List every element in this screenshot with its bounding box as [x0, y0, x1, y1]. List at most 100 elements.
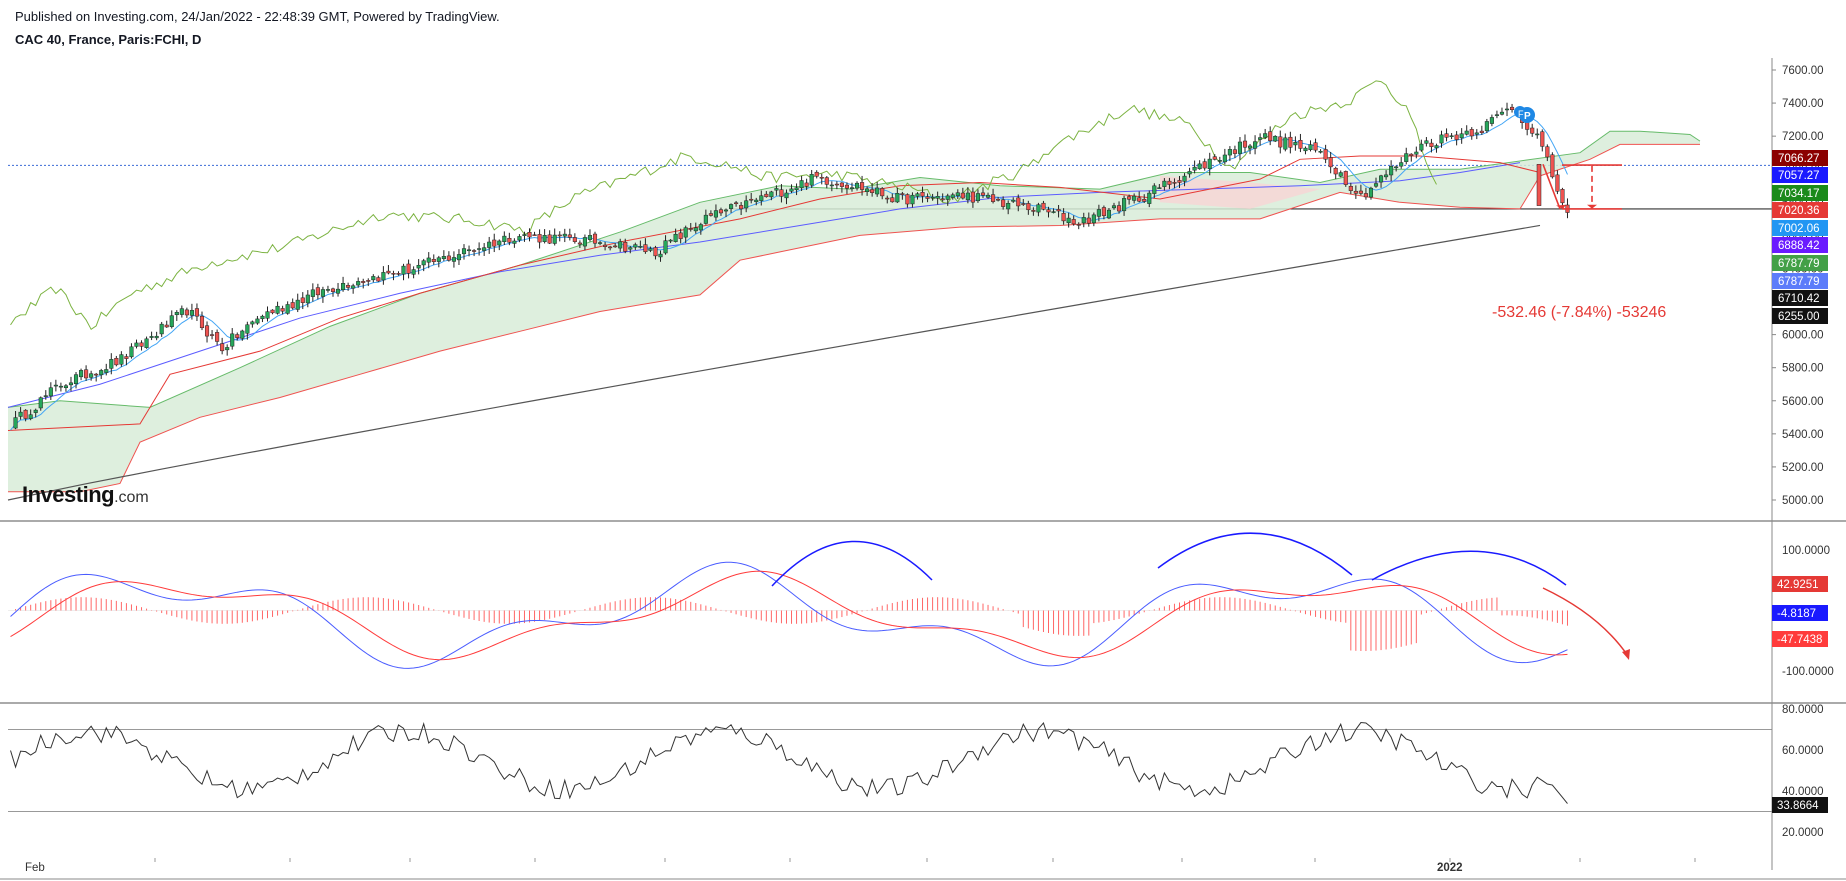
candle-body — [502, 235, 507, 243]
candle-body — [592, 233, 598, 244]
candle-body — [1061, 213, 1066, 222]
candle-body — [320, 289, 325, 297]
price-label-text: 7020.36 — [1778, 205, 1820, 217]
candle-body — [1560, 189, 1565, 204]
candle-body — [381, 272, 386, 281]
candle-body — [1202, 161, 1207, 169]
candle-body — [18, 411, 23, 417]
candle-body — [199, 315, 205, 329]
candle-body — [688, 228, 693, 230]
sma-50 — [7, 162, 1521, 408]
rsi-tick: 40.0000 — [1782, 786, 1824, 798]
price-label-text: 6710.42 — [1778, 293, 1820, 305]
candle-body — [164, 324, 169, 328]
candle-body — [824, 177, 829, 185]
candle-body — [814, 171, 819, 177]
candle-body — [356, 281, 361, 286]
candle-body — [577, 242, 582, 245]
candle-body — [1494, 114, 1499, 116]
candle-body — [865, 188, 870, 193]
candle-body — [482, 247, 487, 251]
candle-body — [1101, 207, 1106, 216]
candle-body — [1207, 158, 1212, 170]
price-label-text: 7057.27 — [1778, 170, 1820, 182]
target-head — [1587, 204, 1597, 209]
candle-body — [230, 333, 235, 347]
candle-body — [1273, 135, 1278, 142]
candle-body — [985, 194, 991, 198]
price-tick: 7600.00 — [1782, 65, 1824, 77]
candle-body — [1046, 209, 1051, 213]
candle-body — [466, 249, 472, 252]
candle-body — [1368, 187, 1374, 198]
candle-body — [774, 188, 779, 191]
candle-body — [119, 354, 124, 365]
candle-body — [1484, 121, 1489, 132]
candle-body — [1499, 111, 1505, 115]
candle-body — [1091, 214, 1096, 224]
candle-body — [139, 342, 144, 347]
candle-body — [950, 194, 955, 198]
candle-body — [13, 417, 18, 429]
candle-body — [396, 273, 401, 275]
candle-body — [1343, 171, 1348, 185]
candle-body — [547, 234, 552, 244]
candle-body — [174, 311, 179, 316]
candle-body — [497, 240, 502, 246]
candle-body — [1172, 182, 1177, 184]
candle-body — [708, 213, 713, 216]
rsi-tick: 60.0000 — [1782, 745, 1824, 757]
price-label-box — [1772, 167, 1828, 183]
candle-body — [149, 336, 154, 338]
candle-body — [703, 214, 708, 224]
price-label-text: 7034.17 — [1778, 188, 1820, 200]
candle-body — [870, 189, 875, 193]
candle-body — [839, 182, 844, 187]
candle-body — [1016, 197, 1021, 207]
candle-body — [1424, 140, 1429, 144]
candle-body — [829, 184, 834, 187]
candle-body — [1086, 217, 1091, 224]
rsi-line — [10, 722, 1568, 804]
candle-body — [330, 288, 336, 292]
candle-body — [860, 182, 865, 190]
price-tick: 5400.00 — [1782, 429, 1824, 441]
candle-body — [28, 414, 33, 419]
candle-body — [1192, 166, 1197, 171]
candle-body — [1011, 199, 1016, 202]
candle-body — [653, 247, 658, 257]
price-tick: 7400.00 — [1782, 98, 1824, 110]
candle-body — [169, 315, 174, 327]
candle-body — [683, 227, 688, 238]
candle-body — [910, 194, 915, 205]
candle-body — [1348, 186, 1353, 191]
candle-body — [1338, 172, 1343, 177]
macd-label-box — [1772, 576, 1828, 592]
candle-body — [416, 264, 421, 269]
price-tick: 5800.00 — [1782, 363, 1824, 375]
candle-body — [1152, 185, 1157, 194]
candle-body — [1394, 166, 1399, 169]
candle-body — [114, 357, 119, 366]
candle-body — [300, 297, 305, 303]
candle-body — [567, 234, 572, 238]
candle-body — [638, 246, 643, 248]
candle-body — [1111, 205, 1117, 209]
rsi-tick: 20.0000 — [1782, 827, 1824, 839]
candle-body — [1530, 127, 1535, 134]
candle-body — [376, 277, 381, 282]
macd-line — [10, 561, 1568, 669]
price-label-box — [1772, 255, 1828, 271]
macd-label-box — [1772, 631, 1828, 647]
candle-body — [411, 269, 416, 275]
candle-body — [184, 309, 189, 316]
candle-body — [144, 338, 149, 348]
candle-body — [189, 310, 194, 316]
macd-pane — [8, 532, 1630, 669]
candle-body — [341, 283, 346, 291]
marker-f — [1514, 106, 1526, 118]
candle-body — [960, 192, 965, 199]
price-label-text: 6255.00 — [1778, 311, 1820, 323]
candle-body — [255, 318, 260, 324]
